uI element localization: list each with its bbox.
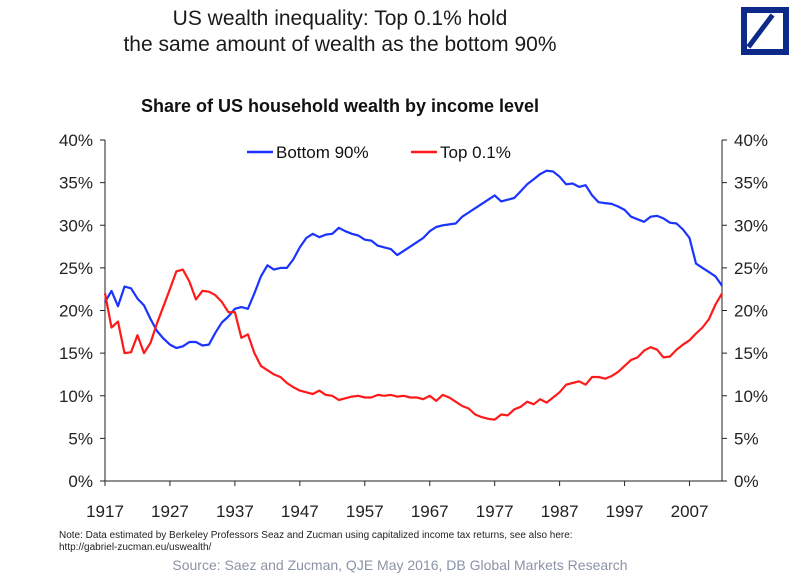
footnote-link[interactable]: http://gabriel-zucman.eu/uswealth/ bbox=[59, 542, 212, 553]
y-tick-label-left: 30% bbox=[59, 216, 93, 235]
headline-line-1: US wealth inequality: Top 0.1% hold bbox=[172, 7, 508, 30]
headline: US wealth inequality: Top 0.1% hold the … bbox=[60, 6, 620, 58]
x-tick-label: 1937 bbox=[216, 502, 254, 521]
x-tick-label: 1957 bbox=[346, 502, 384, 521]
y-tick-label-left: 0% bbox=[68, 472, 93, 491]
footnote-line-1: Note: Data estimated by Berkeley Profess… bbox=[59, 530, 573, 541]
y-tick-label-left: 15% bbox=[59, 344, 93, 363]
y-tick-label-left: 5% bbox=[68, 429, 93, 448]
series-line-bottom-90 bbox=[104, 169, 723, 350]
x-tick-label: 2007 bbox=[671, 502, 709, 521]
chart-title: Share of US household wealth by income l… bbox=[140, 96, 540, 116]
x-tick-label: 1987 bbox=[541, 502, 579, 521]
x-tick-label: 1917 bbox=[86, 502, 124, 521]
y-tick-label-right: 20% bbox=[734, 302, 768, 321]
x-tick-label: 1927 bbox=[151, 502, 189, 521]
legend-label-bottom-90: Bottom 90% bbox=[276, 143, 369, 162]
y-tick-label-right: 40% bbox=[734, 131, 768, 150]
y-tick-label-right: 15% bbox=[734, 344, 768, 363]
y-tick-label-right: 35% bbox=[734, 174, 768, 193]
y-tick-label-left: 25% bbox=[59, 259, 93, 278]
x-tick-label: 1947 bbox=[281, 502, 319, 521]
x-tick-label: 1967 bbox=[411, 502, 449, 521]
deutsche-bank-logo-icon bbox=[741, 7, 789, 55]
y-tick-label-right: 30% bbox=[734, 216, 768, 235]
footnote: Note: Data estimated by Berkeley Profess… bbox=[59, 530, 699, 554]
legend-label-top-0-1: Top 0.1% bbox=[440, 143, 511, 162]
y-tick-label-right: 25% bbox=[734, 259, 768, 278]
y-tick-label-left: 40% bbox=[59, 131, 93, 150]
x-tick-label: 1977 bbox=[476, 502, 514, 521]
y-tick-label-left: 20% bbox=[59, 302, 93, 321]
y-tick-label-right: 10% bbox=[734, 387, 768, 406]
y-tick-label-left: 35% bbox=[59, 174, 93, 193]
y-tick-label-right: 5% bbox=[734, 429, 759, 448]
series-line-top-0-1 bbox=[103, 268, 723, 421]
y-tick-label-right: 0% bbox=[734, 472, 759, 491]
source-text: Source: Saez and Zucman, QJE May 2016, D… bbox=[172, 557, 628, 573]
y-tick-label-left: 10% bbox=[59, 387, 93, 406]
headline-line-2: the same amount of wealth as the bottom … bbox=[123, 33, 557, 56]
x-tick-label: 1997 bbox=[606, 502, 644, 521]
